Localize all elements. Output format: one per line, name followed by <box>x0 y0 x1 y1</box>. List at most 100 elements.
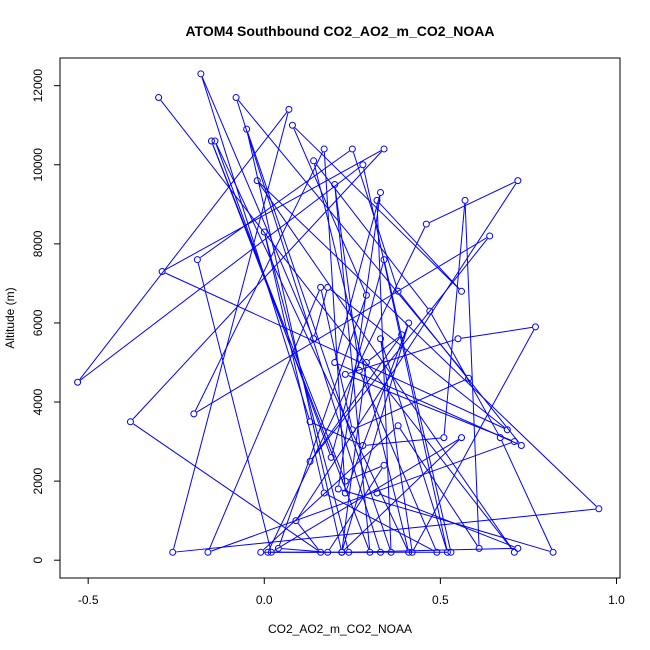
data-point <box>253 177 261 185</box>
data-point <box>408 548 416 556</box>
data-point <box>232 94 240 102</box>
series-segment <box>346 326 408 490</box>
data-point <box>362 291 370 299</box>
data-point <box>320 489 328 497</box>
data-point <box>426 307 434 315</box>
series-segment <box>327 494 434 552</box>
data-point <box>514 544 522 552</box>
series-segment <box>259 182 597 507</box>
data-point <box>274 544 282 552</box>
series-segment <box>208 290 320 550</box>
series-segment <box>363 168 448 549</box>
data-point <box>348 426 356 434</box>
data-point <box>394 287 402 295</box>
data-point <box>373 489 381 497</box>
series-segment <box>201 76 313 336</box>
data-point <box>74 378 82 386</box>
data-point <box>503 426 511 434</box>
series-segment <box>355 379 466 429</box>
x-tick-label: 0.5 <box>432 593 449 607</box>
data-point <box>306 418 314 426</box>
data-point <box>158 268 166 276</box>
data-point <box>348 145 356 153</box>
data-point <box>310 335 318 343</box>
series-segment <box>164 150 382 271</box>
data-point <box>310 157 318 165</box>
data-point <box>458 434 466 442</box>
series-segment <box>314 290 328 336</box>
data-point <box>334 485 342 493</box>
series-segment <box>294 127 460 290</box>
data-point <box>549 548 557 556</box>
data-point <box>317 548 325 556</box>
data-point <box>443 548 451 556</box>
data-point <box>440 434 448 442</box>
data-point <box>338 548 346 556</box>
y-axis-label: Altitude (m) <box>3 287 17 348</box>
data-point <box>288 121 296 129</box>
series-segment <box>274 439 459 551</box>
y-tick-label: 8000 <box>31 230 45 257</box>
data-point <box>306 457 314 465</box>
data-point <box>377 548 384 556</box>
series-segment <box>194 151 324 411</box>
series-segment <box>338 195 381 486</box>
series-segment <box>215 144 331 455</box>
series-segment <box>341 489 550 552</box>
data-point <box>510 438 518 446</box>
series-segment <box>378 202 460 290</box>
y-axis: 0 2000 4000 6000 8000 10000 12000 <box>31 69 61 564</box>
data-point <box>394 422 402 430</box>
data-point <box>197 70 205 78</box>
data-point <box>345 548 353 556</box>
series-segment <box>360 373 436 550</box>
series-segment <box>176 508 596 553</box>
series-segment <box>341 365 367 549</box>
x-tick-label: -0.5 <box>78 593 99 607</box>
series-segment <box>335 195 381 360</box>
x-tick-label: 0.0 <box>256 593 273 607</box>
series-segment <box>281 548 325 553</box>
series-segment <box>80 166 361 381</box>
data-point <box>292 517 300 525</box>
series-segment <box>297 523 319 550</box>
y-tick-label: 4000 <box>31 388 45 415</box>
series-segment <box>311 337 400 459</box>
series-segment <box>323 152 346 490</box>
data-point <box>331 358 339 366</box>
series-layer <box>79 76 597 553</box>
data-point <box>405 548 413 556</box>
x-tick-label: 1.0 <box>608 593 625 607</box>
series-segment <box>461 326 533 339</box>
series-segment <box>197 262 271 550</box>
data-point <box>341 477 349 485</box>
x-axis: -0.5 0.0 0.5 1.0 <box>78 577 625 607</box>
series-segment <box>264 235 324 490</box>
data-point <box>517 442 525 450</box>
series-segment <box>352 547 515 553</box>
data-point <box>362 358 370 366</box>
series-segment <box>320 290 353 427</box>
series-segment <box>268 227 426 550</box>
data-point <box>355 366 363 374</box>
series-segment <box>376 203 392 549</box>
series-segment <box>211 442 512 552</box>
data-point <box>514 177 522 185</box>
series-segment <box>380 493 515 548</box>
data-point <box>366 548 374 556</box>
series-segment <box>343 439 460 551</box>
data-point <box>267 548 275 556</box>
data-point <box>190 410 198 418</box>
data-point <box>211 137 219 145</box>
y-tick-label: 2000 <box>31 467 45 494</box>
data-point <box>359 442 367 450</box>
data-point <box>380 145 388 153</box>
points-layer <box>74 70 603 556</box>
series-segment <box>79 111 288 380</box>
series-segment <box>464 203 480 545</box>
data-point <box>373 196 381 204</box>
series-segment <box>236 100 380 550</box>
series-segment <box>348 375 512 441</box>
series-segment <box>246 132 342 549</box>
